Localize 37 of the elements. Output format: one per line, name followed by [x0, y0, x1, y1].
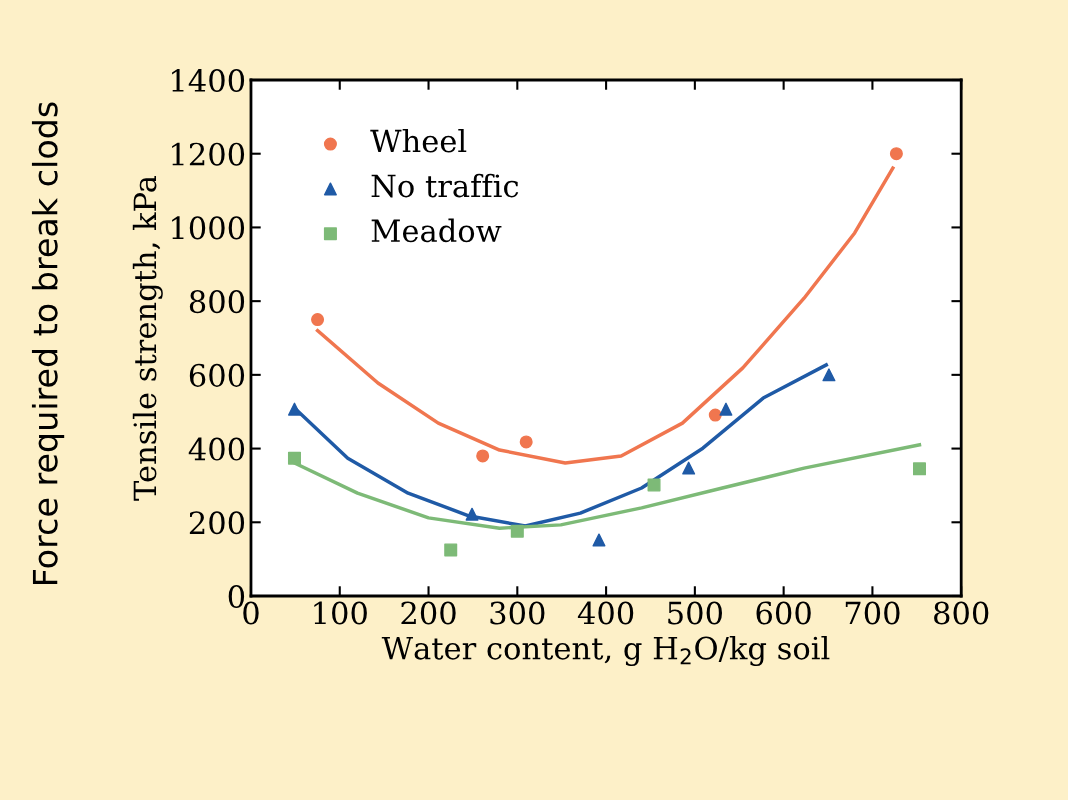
y-axis-title: Tensile strength, kPa: [132, 175, 163, 501]
x-tick-label: 300: [490, 601, 545, 625]
point: [287, 402, 301, 416]
point: [444, 543, 458, 557]
x-tick-label: 200: [401, 601, 456, 625]
x-tick-label: 600: [756, 601, 811, 625]
text: Force required to break clods: [31, 102, 65, 584]
y-tick-label: 1200: [172, 142, 245, 166]
y-tick-label: 1000: [172, 216, 245, 240]
point: [476, 449, 490, 463]
y-tick-label: 400: [188, 437, 245, 461]
y-tick-label: 1400: [172, 68, 245, 93]
legend-label: No traffic: [371, 173, 519, 198]
x-axis-title: Water content, g H$_{2}$O/kg soil: [381, 635, 830, 666]
point: [647, 478, 661, 492]
point: [287, 451, 301, 465]
legend-label: Wheel: [370, 128, 467, 153]
line-series: [315, 166, 895, 465]
point: [719, 402, 733, 416]
point: [682, 461, 696, 475]
point: [519, 435, 533, 449]
point: [912, 462, 926, 476]
x-tick-label: 500: [668, 601, 722, 625]
x-tick-label: 400: [577, 601, 634, 625]
point: [311, 313, 325, 327]
point: [889, 147, 903, 161]
point: [510, 524, 524, 538]
y-tick-label: 200: [189, 511, 245, 535]
point: [822, 368, 836, 382]
y-tick-label: 600: [189, 363, 245, 387]
legend-label: Meadow: [371, 218, 502, 243]
point: [708, 408, 722, 422]
point: [465, 507, 479, 521]
y-tick-label: 800: [189, 290, 245, 314]
x-tick-label: 100: [314, 601, 367, 625]
x-tick-label: 800: [934, 601, 989, 625]
x-tick-label: 700: [845, 601, 900, 625]
